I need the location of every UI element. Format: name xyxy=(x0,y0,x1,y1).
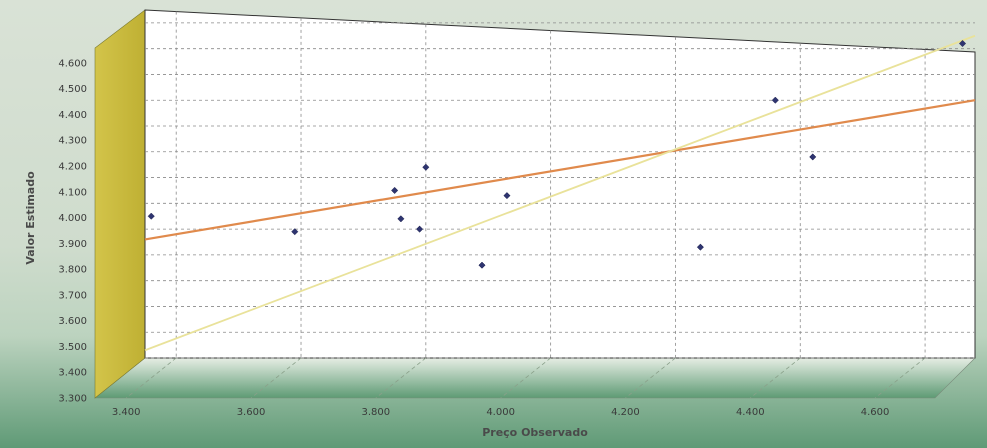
y-tick-label: 3.400 xyxy=(58,368,87,379)
data-point xyxy=(696,243,704,251)
y-axis-ticks: 3.300 3.400 3.500 3.600 3.700 3.800 3.900 4.000… xyxy=(58,58,87,404)
floor-line xyxy=(250,357,302,399)
data-point xyxy=(771,96,779,104)
chart-floor xyxy=(94,357,976,399)
data-points xyxy=(147,39,967,269)
data-point xyxy=(958,39,967,48)
x-tick-label: 4.600 xyxy=(861,407,890,418)
y-tick-label: 3.800 xyxy=(58,265,87,276)
y-tick-label: 4.200 xyxy=(58,162,87,173)
floor-line xyxy=(375,357,427,399)
identity-line xyxy=(144,34,976,352)
y-tick-label: 4.300 xyxy=(58,136,87,147)
data-point xyxy=(422,163,430,171)
data-point xyxy=(147,212,155,220)
data-point xyxy=(809,153,817,161)
floor-line xyxy=(874,357,926,399)
regression-line xyxy=(144,99,976,241)
data-point xyxy=(391,186,399,194)
x-tick-label: 3.800 xyxy=(362,407,391,418)
x-tick-label: 4.400 xyxy=(736,407,765,418)
chart-side-wall xyxy=(94,9,146,399)
x-tick-label: 4.200 xyxy=(611,407,640,418)
x-tick-label: 4.000 xyxy=(486,407,515,418)
y-tick-label: 4.500 xyxy=(58,84,87,95)
y-tick-label: 4.400 xyxy=(58,110,87,121)
y-tick-label: 3.500 xyxy=(58,342,87,353)
floor-line xyxy=(625,357,676,399)
chart-back-wall xyxy=(144,9,976,359)
y-tick-label: 3.700 xyxy=(58,290,87,301)
y-tick-label: 4.000 xyxy=(58,213,87,224)
y-tick-label: 4.100 xyxy=(58,187,87,198)
data-point xyxy=(397,215,405,223)
data-point xyxy=(416,225,424,233)
floor-grid-lines xyxy=(125,357,926,399)
x-axis-ticks: 3.400 3.600 3.800 4.000 4.200 4.400 4.600 xyxy=(112,407,890,418)
y-axis-title: Valor Estimado xyxy=(24,171,37,265)
trend-lines xyxy=(144,34,976,352)
floor-line xyxy=(750,357,801,399)
x-axis-title: Preço Observado xyxy=(482,426,588,439)
y-tick-label: 3.900 xyxy=(58,239,87,250)
data-point xyxy=(503,192,511,200)
floor-line xyxy=(125,357,177,399)
x-tick-label: 3.400 xyxy=(112,407,141,418)
x-tick-label: 3.600 xyxy=(237,407,266,418)
y-tick-label: 4.600 xyxy=(58,58,87,69)
data-point xyxy=(291,228,299,236)
y-tick-label: 3.300 xyxy=(58,394,87,405)
y-tick-label: 3.600 xyxy=(58,316,87,327)
grid-lines xyxy=(145,11,975,359)
floor-line xyxy=(500,357,551,399)
data-point xyxy=(478,261,486,269)
